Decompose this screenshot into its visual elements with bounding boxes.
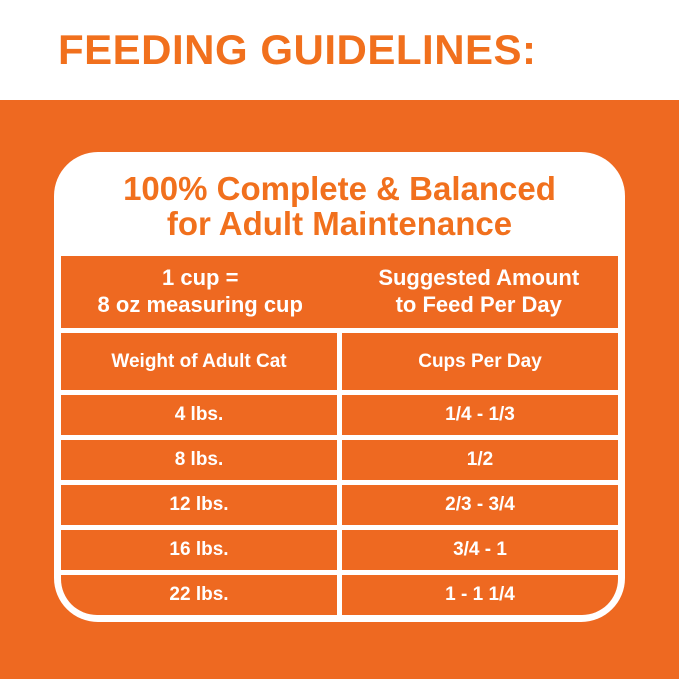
table-row: 16 lbs. 3/4 - 1 — [61, 530, 618, 570]
feeding-table: 1 cup = 8 oz measuring cup Suggested Amo… — [61, 256, 618, 615]
info-band: 1 cup = 8 oz measuring cup Suggested Amo… — [61, 256, 618, 328]
divider — [61, 480, 618, 485]
divider — [61, 570, 618, 575]
page-title: FEEDING GUIDELINES: — [58, 26, 537, 73]
cup-measure-note: 1 cup = 8 oz measuring cup — [61, 256, 340, 328]
cups-cell: 1/2 — [342, 440, 618, 480]
suggested-amount-line1: Suggested Amount — [378, 265, 580, 291]
suggested-amount-note: Suggested Amount to Feed Per Day — [340, 256, 619, 328]
suggested-amount-line2: to Feed Per Day — [395, 292, 562, 317]
cups-cell: 3/4 - 1 — [342, 530, 618, 570]
cup-measure-line2: 8 oz measuring cup — [97, 292, 303, 317]
table-header-row: Weight of Adult Cat Cups Per Day — [61, 333, 618, 390]
cup-measure-line1: 1 cup = — [162, 265, 239, 291]
weight-cell: 16 lbs. — [61, 530, 337, 570]
divider — [61, 435, 618, 440]
card-title-line1: 100% Complete & Balanced — [123, 169, 556, 207]
column-header-weight: Weight of Adult Cat — [61, 333, 337, 390]
card-title: 100% Complete & Balanced for Adult Maint… — [54, 152, 625, 256]
weight-cell: 12 lbs. — [61, 485, 337, 525]
column-header-cups: Cups Per Day — [342, 333, 618, 390]
weight-cell: 8 lbs. — [61, 440, 337, 480]
divider — [61, 525, 618, 530]
divider — [61, 328, 618, 333]
table-row: 22 lbs. 1 - 1 1/4 — [61, 575, 618, 615]
cups-cell: 1 - 1 1/4 — [342, 575, 618, 615]
table-row: 4 lbs. 1/4 - 1/3 — [61, 395, 618, 435]
weight-cell: 22 lbs. — [61, 575, 337, 615]
cups-cell: 1/4 - 1/3 — [342, 395, 618, 435]
table-row: 8 lbs. 1/2 — [61, 440, 618, 480]
table-row: 12 lbs. 2/3 - 3/4 — [61, 485, 618, 525]
cups-cell: 2/3 - 3/4 — [342, 485, 618, 525]
weight-cell: 4 lbs. — [61, 395, 337, 435]
divider — [61, 390, 618, 395]
card-title-line2: for Adult Maintenance — [166, 205, 513, 242]
guidelines-card: 100% Complete & Balanced for Adult Maint… — [54, 152, 625, 622]
top-white-band: FEEDING GUIDELINES: — [0, 0, 679, 100]
